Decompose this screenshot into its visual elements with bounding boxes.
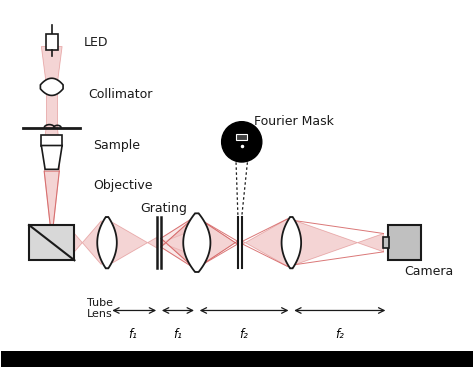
- Polygon shape: [44, 128, 59, 144]
- Polygon shape: [44, 144, 59, 171]
- Polygon shape: [97, 217, 117, 268]
- Polygon shape: [74, 221, 101, 265]
- Polygon shape: [44, 171, 59, 239]
- Bar: [383, 237, 389, 248]
- Bar: [41, 135, 62, 145]
- Text: Grating: Grating: [140, 202, 187, 215]
- Polygon shape: [199, 219, 237, 266]
- Polygon shape: [46, 87, 57, 128]
- Text: Camera: Camera: [404, 265, 453, 279]
- Polygon shape: [183, 213, 210, 272]
- Polygon shape: [161, 217, 194, 268]
- Polygon shape: [295, 221, 383, 265]
- Polygon shape: [282, 217, 301, 268]
- Text: f₂: f₂: [336, 328, 344, 341]
- Ellipse shape: [222, 122, 262, 162]
- Text: Fourier Mask: Fourier Mask: [254, 115, 333, 128]
- Polygon shape: [161, 217, 194, 243]
- Bar: [0, 351, 474, 367]
- Text: Sample: Sample: [93, 139, 140, 152]
- Text: Tube
Lens: Tube Lens: [87, 298, 113, 319]
- Text: Objective: Objective: [93, 179, 152, 192]
- Polygon shape: [41, 145, 62, 169]
- Text: f₁: f₁: [173, 328, 182, 341]
- Bar: [29, 225, 74, 260]
- Text: f₁: f₁: [128, 328, 137, 341]
- Polygon shape: [243, 219, 288, 266]
- Bar: [388, 225, 421, 260]
- Polygon shape: [161, 243, 194, 268]
- Polygon shape: [113, 223, 157, 263]
- Text: Collimator: Collimator: [88, 88, 153, 101]
- Bar: [46, 34, 58, 50]
- Text: LED: LED: [83, 36, 108, 49]
- Polygon shape: [41, 46, 62, 83]
- Polygon shape: [40, 78, 63, 95]
- Bar: [236, 134, 247, 140]
- Text: f₂: f₂: [240, 328, 248, 341]
